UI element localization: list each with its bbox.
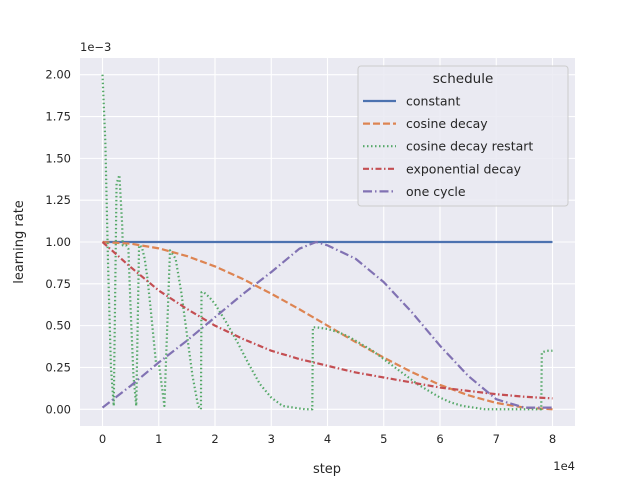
legend-title: schedule <box>433 71 494 87</box>
y-tick-label: 1.00 <box>45 235 71 249</box>
series-lines <box>101 74 553 411</box>
y-tick-label: 0.25 <box>45 360 71 374</box>
y-tick-label: 2.00 <box>45 68 71 82</box>
x-tick-label: 5 <box>380 432 387 446</box>
legend-entry: cosine decay restart <box>406 139 533 154</box>
series-line-one-cycle <box>101 240 553 409</box>
series-line-exponential-decay <box>101 241 553 400</box>
y-offset-label: 1e−3 <box>80 40 111 54</box>
x-tick-label: 4 <box>324 432 331 446</box>
legend-entry: exponential decay <box>406 161 522 176</box>
x-tick-label: 8 <box>549 432 556 446</box>
y-tick-label: 1.50 <box>45 151 71 165</box>
y-tick-label: 0.50 <box>45 319 71 333</box>
x-tick-label: 0 <box>99 432 106 446</box>
x-tick-label: 3 <box>268 432 275 446</box>
x-tick-label: 7 <box>493 432 500 446</box>
y-tick-label: 1.75 <box>45 110 71 124</box>
y-tick-label: 0.75 <box>45 277 71 291</box>
legend-entry: one cycle <box>406 184 466 199</box>
legend: schedule constant cosine decay cosine deca… <box>357 65 569 207</box>
x-tick-label: 2 <box>211 432 218 446</box>
x-axis-ticks: 0 1 2 3 4 5 6 7 8 <box>99 432 556 446</box>
legend-items: constant cosine decay cosine decay restart… <box>363 94 533 199</box>
legend-box <box>357 65 569 207</box>
y-axis-ticks: 0.00 0.25 0.50 0.75 1.00 1.25 1.50 1.75 2.00 <box>45 68 71 417</box>
y-tick-label: 1.25 <box>45 193 71 207</box>
x-tick-label: 1 <box>155 432 162 446</box>
x-offset-label: 1e4 <box>553 459 575 473</box>
legend-entry: constant <box>406 94 460 109</box>
y-axis-label: learning rate <box>12 200 27 284</box>
x-axis-label: step <box>313 462 341 477</box>
y-tick-label: 0.00 <box>45 402 71 416</box>
series-line-cosine-decay-restart <box>101 74 553 411</box>
legend-entry: cosine decay <box>406 116 488 131</box>
x-tick-label: 6 <box>436 432 443 446</box>
series-line-cosine-decay <box>102 240 553 411</box>
